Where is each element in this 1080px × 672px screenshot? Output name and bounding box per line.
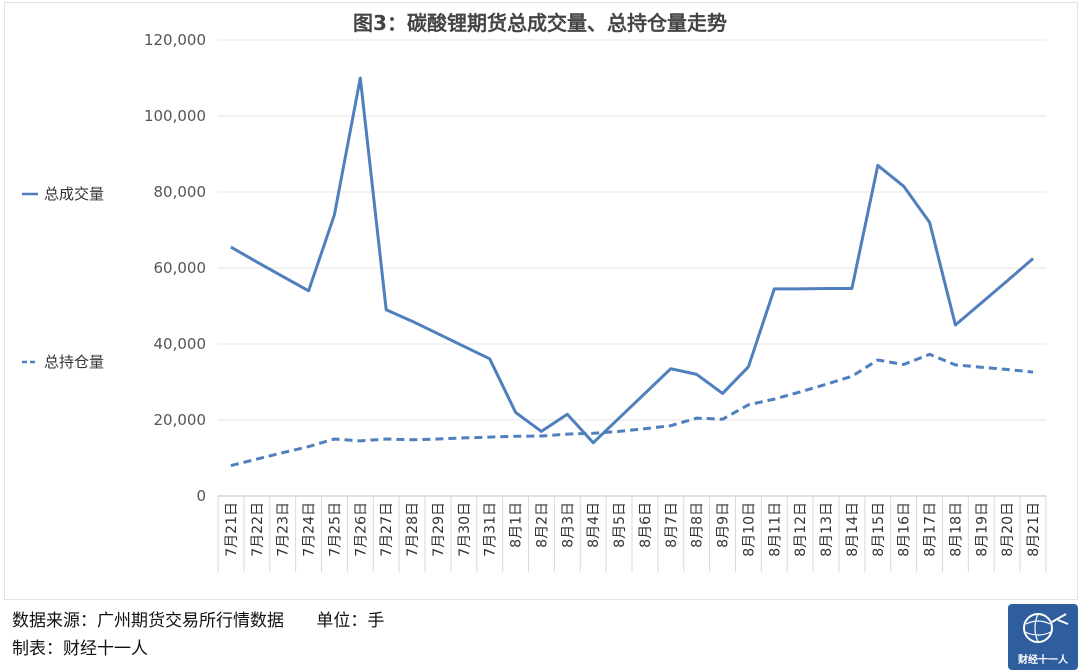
x-tick-label: 8月13日 — [819, 502, 835, 557]
logo-text: 财经十一人 — [1018, 655, 1068, 666]
y-axis-ticks: 0 20,000 40,000 60,000 80,000 100,000 120,000 — [144, 31, 206, 505]
maker-note: 制表：财经十一人 — [12, 639, 148, 659]
x-tick-label: 8月4日 — [586, 502, 602, 548]
x-tick-label: 8月17日 — [923, 502, 939, 557]
x-tick-label: 8月12日 — [793, 502, 809, 557]
series-line-0 — [230, 76, 1035, 445]
x-tick-label: 8月2日 — [534, 502, 550, 548]
x-tick-label: 8月8日 — [690, 502, 706, 548]
chart-svg: 图3：碳酸锂期货总成交量、总持仓量走势 0 20,000 40,000 60,000 8… — [22, 11, 1047, 572]
x-axis-ticks: 7月21日 7月22日 7月23日 7月24日 7月25日 7月26日 7月27日 7月28日… — [224, 502, 1042, 557]
x-tick-label: 7月22日 — [250, 502, 266, 557]
x-tick-label: 8月3日 — [560, 502, 576, 548]
x-tick-label: 8月18日 — [948, 502, 964, 557]
x-tick-label: 7月28日 — [405, 502, 421, 557]
x-tick-label: 8月1日 — [509, 502, 525, 548]
y-tick-label: 60,000 — [154, 259, 207, 277]
y-tick-label: 100,000 — [144, 107, 206, 125]
x-tick-label: 7月21日 — [224, 502, 240, 557]
x-tick-label: 8月6日 — [638, 502, 654, 548]
x-tick-label: 8月20日 — [1000, 502, 1016, 557]
x-tick-label: 8月19日 — [974, 502, 990, 557]
x-tick-label: 7月25日 — [327, 502, 343, 557]
x-tick-label: 8月9日 — [716, 502, 732, 548]
x-tick-label: 8月7日 — [664, 502, 680, 548]
x-tick-label: 7月26日 — [353, 502, 369, 557]
y-tick-label: 20,000 — [154, 411, 207, 429]
y-tick-label: 80,000 — [154, 183, 207, 201]
source-note: 数据来源：广州期货交易所行情数据 单位：手 — [12, 611, 385, 631]
brand-logo: 财经十一人 — [1008, 604, 1078, 670]
x-tick-label: 8月14日 — [845, 502, 861, 557]
x-tick-label: 8月16日 — [897, 502, 913, 557]
x-tick-label: 7月31日 — [483, 502, 499, 557]
x-tick-label: 7月23日 — [276, 502, 292, 557]
chart-title: 图3：碳酸锂期货总成交量、总持仓量走势 — [353, 11, 727, 35]
x-tick-label: 8月5日 — [612, 502, 628, 548]
footer: 数据来源：广州期货交易所行情数据 单位：手 制表：财经十一人 — [12, 607, 384, 663]
series-line-1 — [230, 352, 1034, 468]
x-tick-label: 7月30日 — [457, 502, 473, 557]
y-tick-label: 120,000 — [144, 31, 206, 49]
x-tick-label: 7月29日 — [431, 502, 447, 557]
chart-frame — [4, 2, 1078, 600]
x-tick-label: 8月15日 — [871, 502, 887, 557]
x-tick-label: 8月11日 — [767, 502, 783, 557]
globe-icon — [1023, 613, 1069, 643]
series-lines — [230, 76, 1035, 468]
x-tick-label: 8月21日 — [1026, 502, 1042, 557]
y-tick-label: 40,000 — [154, 335, 207, 353]
x-tick-label: 7月27日 — [379, 502, 395, 557]
legend: 总成交量 总持仓量 — [22, 185, 104, 371]
x-tick-label: 8月10日 — [741, 502, 757, 557]
y-tick-label: 0 — [196, 487, 206, 505]
legend-label-0: 总成交量 — [44, 185, 104, 203]
grid-lines — [217, 39, 1047, 572]
x-tick-label: 7月24日 — [302, 502, 318, 557]
legend-label-1: 总持仓量 — [44, 353, 104, 371]
